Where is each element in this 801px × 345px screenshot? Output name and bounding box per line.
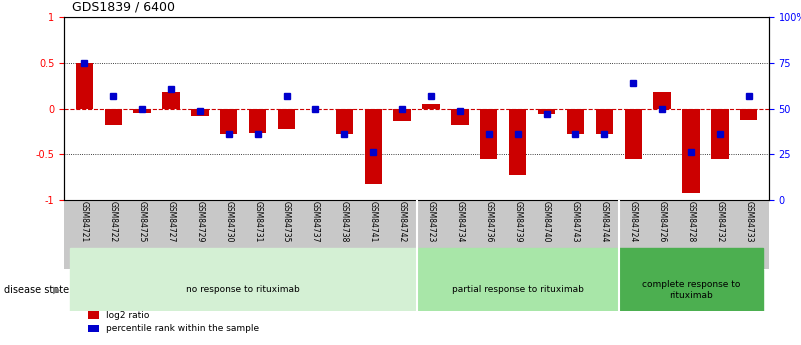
Legend: log2 ratio, percentile rank within the sample: log2 ratio, percentile rank within the s…: [85, 307, 263, 337]
Text: GSM84736: GSM84736: [485, 201, 493, 243]
Text: GSM84725: GSM84725: [138, 201, 147, 243]
Text: complete response to
rituximab: complete response to rituximab: [642, 280, 740, 299]
Text: ▶: ▶: [53, 285, 60, 295]
Bar: [509, 109, 526, 175]
Bar: [625, 109, 642, 159]
Bar: [104, 109, 122, 125]
Text: GSM84728: GSM84728: [686, 201, 695, 243]
Text: GSM84724: GSM84724: [629, 201, 638, 243]
Text: GSM84737: GSM84737: [311, 201, 320, 243]
Text: GSM84731: GSM84731: [253, 201, 262, 243]
Bar: [711, 109, 729, 159]
Text: GSM84733: GSM84733: [744, 201, 753, 243]
Text: GSM84726: GSM84726: [658, 201, 666, 243]
Text: no response to rituximab: no response to rituximab: [187, 285, 300, 294]
Text: partial response to rituximab: partial response to rituximab: [452, 285, 584, 294]
Bar: [417, 269, 618, 310]
Bar: [278, 109, 296, 129]
Text: GSM84721: GSM84721: [80, 201, 89, 243]
Bar: [618, 248, 763, 269]
Text: GSM84742: GSM84742: [397, 201, 407, 243]
Bar: [480, 109, 497, 159]
Bar: [249, 109, 266, 134]
Bar: [451, 109, 469, 125]
Bar: [70, 269, 417, 310]
Bar: [537, 109, 555, 114]
Text: GDS1839 / 6400: GDS1839 / 6400: [72, 1, 175, 14]
Bar: [596, 109, 613, 134]
Bar: [417, 248, 618, 269]
Text: GSM84722: GSM84722: [109, 201, 118, 243]
Bar: [191, 109, 208, 116]
Text: GSM84732: GSM84732: [715, 201, 724, 243]
Text: GSM84727: GSM84727: [167, 201, 175, 243]
Text: GSM84730: GSM84730: [224, 201, 233, 243]
Bar: [422, 104, 440, 109]
Bar: [682, 109, 699, 193]
Text: disease state: disease state: [4, 285, 69, 295]
Text: GSM84738: GSM84738: [340, 201, 348, 243]
Text: GSM84739: GSM84739: [513, 201, 522, 243]
Text: GSM84729: GSM84729: [195, 201, 204, 243]
Bar: [740, 109, 758, 120]
Text: GSM84734: GSM84734: [455, 201, 465, 243]
Text: GSM84735: GSM84735: [282, 201, 291, 243]
Bar: [75, 63, 93, 109]
Text: GSM84723: GSM84723: [426, 201, 436, 243]
Text: GSM84741: GSM84741: [368, 201, 378, 243]
Bar: [393, 109, 411, 120]
Bar: [336, 109, 353, 134]
Bar: [134, 109, 151, 113]
Bar: [654, 92, 670, 109]
Bar: [618, 269, 763, 310]
Text: GSM84744: GSM84744: [600, 201, 609, 243]
Bar: [70, 248, 417, 269]
Text: GSM84740: GSM84740: [542, 201, 551, 243]
Bar: [163, 92, 179, 109]
Bar: [567, 109, 584, 134]
Bar: [220, 109, 237, 134]
Bar: [364, 109, 382, 184]
Text: GSM84743: GSM84743: [571, 201, 580, 243]
